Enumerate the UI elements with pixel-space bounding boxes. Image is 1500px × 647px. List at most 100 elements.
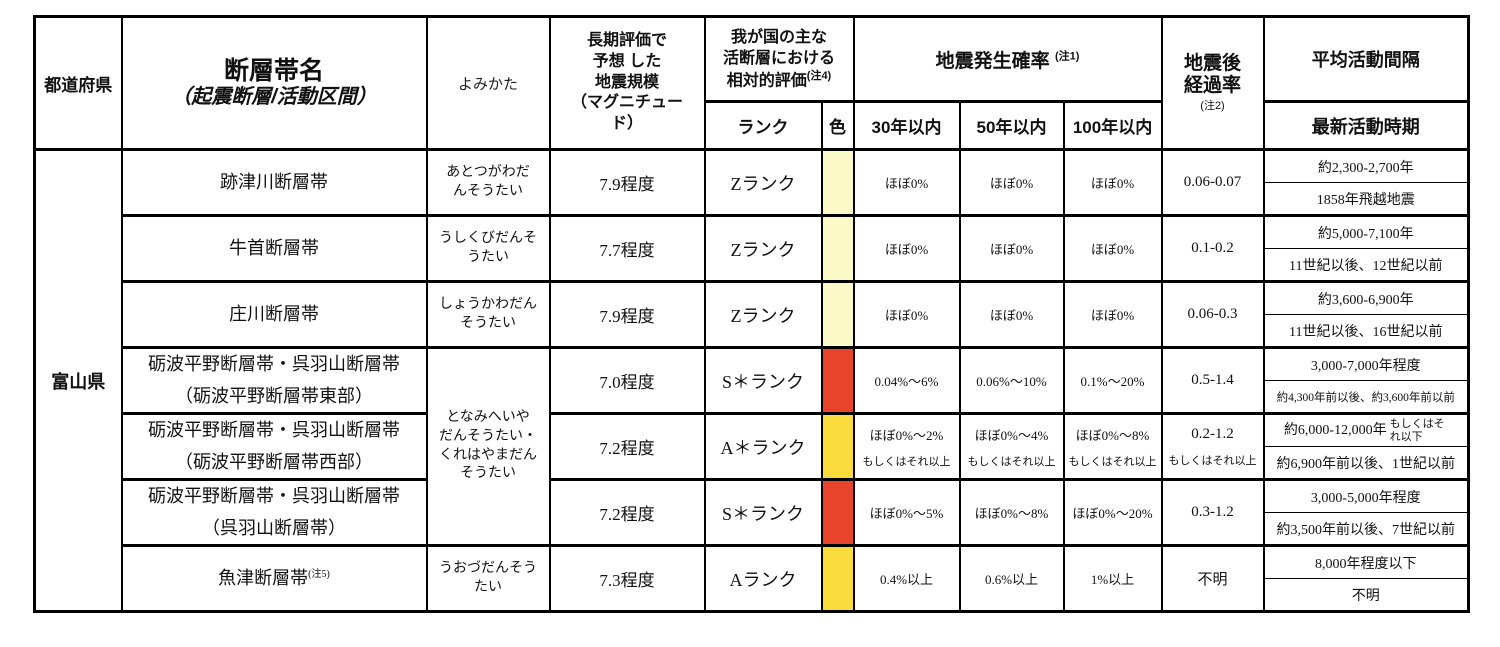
rank-cell: Zランク [703,214,823,283]
prob-100y-cell: ほぼ0% [1062,280,1163,349]
magnitude-cell: 7.0程度 [548,346,706,415]
prob-30y-cell: ほぼ0% [852,148,961,217]
rank-cell: A＊ランク [703,412,823,481]
latest-cell: 11世紀以後、16世紀以前 [1262,314,1470,349]
elapsed-cell: 不明 [1160,544,1265,613]
rank-cell: S＊ランク [703,346,823,415]
color-swatch-cell [820,280,855,349]
latest-cell: 約6,900年前以後、1世紀以前 [1262,446,1470,481]
prob-50y-cell: ほぼ0%～8% [958,478,1065,547]
header-relative-eval-text: 我が国の主な 活断層における 相対的評価 [723,28,836,90]
latest-cell: 不明 [1262,578,1470,613]
header-magnitude: 長期評価で 予想 した 地震規模 （マグニチュー ド） [548,15,706,151]
prob-100y-cell: 0.1%～20% [1062,346,1163,415]
color-swatch-cell [820,412,855,481]
header-yomikata: よみかた [425,15,551,151]
rank-cell: Zランク [703,280,823,349]
prob-50y-cell: ほぼ0% [958,280,1065,349]
header-probability-text: 地震発生確率 [935,50,1050,72]
color-swatch-cell [820,214,855,283]
yomikata-cell: うしくびだんそ うたい [425,214,551,283]
rank-cell: S＊ランク [703,478,823,547]
prob-30y-cell: ほぼ0%～2% もしくはそれ以上 [852,412,961,481]
interval-cell: 約6,000-12,000年 もしくはそれ以下 [1262,412,1470,447]
fault-name-note: (注5) [308,568,330,580]
prob-50y-cell: ほぼ0% [958,148,1065,217]
latest-cell: 約3,500年前以後、7世紀以前 [1262,512,1470,547]
header-color: 色 [820,100,855,151]
rank-cell: Zランク [703,148,823,217]
prob-100y-cell: ほぼ0%～20% [1062,478,1163,547]
fault-name-cell: 砺波平野断層帯・呉羽山断層帯 （砺波平野断層帯西部） [120,412,428,481]
interval-cell: 3,000-5,000年程度 [1262,478,1470,513]
prob-100y-cell: ほぼ0%～8% もしくはそれ以上 [1062,412,1163,481]
interval-cell: 約5,000-7,100年 [1262,214,1470,249]
interval-cell: 約2,300-2,700年 [1262,148,1470,183]
header-elapsed-note: (注2) [1200,100,1225,113]
fault-name-cell: 砺波平野断層帯・呉羽山断層帯 （砺波平野断層帯東部） [120,346,428,415]
prob-30y-cell: ほぼ0% [852,280,961,349]
header-elapsed-text: 地震後 経過率 [1184,52,1242,97]
header-50y: 50年以内 [958,100,1065,151]
color-swatch-cell [820,346,855,415]
header-relative-eval: 我が国の主な 活断層における 相対的評価(注4) [703,15,855,103]
fault-name-cell: 魚津断層帯(注5) [120,544,428,613]
color-swatch-cell [820,544,855,613]
prob-30y-cell: 0.4%以上 [852,544,961,613]
magnitude-cell: 7.2程度 [548,478,706,547]
fault-table: 都道府県 断層帯名 （起震断層/活動区間） よみかた 長期評価で 予想 した 地… [33,15,1471,613]
prob-100y-cell: ほぼ0% [1062,214,1163,283]
magnitude-cell: 7.3程度 [548,544,706,613]
header-probability: 地震発生確率 (注1) [852,15,1163,103]
fault-name-cell: 牛首断層帯 [120,214,428,283]
prob-50y-cell: 0.06%～10% [958,346,1065,415]
yomikata-cell: しょうかわだん そうたい [425,280,551,349]
fault-name-cell: 跡津川断層帯 [120,148,428,217]
header-relative-eval-note: (注4) [806,69,832,82]
interval-cell: 約3,600-6,900年 [1262,280,1470,315]
interval-cell: 3,000-7,000年程度 [1262,346,1470,381]
fault-name-cell: 庄川断層帯 [120,280,428,349]
prob-100y-cell: ほぼ0% [1062,148,1163,217]
header-prefecture: 都道府県 [33,15,123,151]
prob-50y-cell: 0.6%以上 [958,544,1065,613]
header-probability-note: (注1) [1054,50,1080,63]
prob-50y-cell: ほぼ0%～4% もしくはそれ以上 [958,412,1065,481]
interval-cell: 8,000年程度以下 [1262,544,1470,579]
elapsed-cell: 0.5-1.4 [1160,346,1265,415]
magnitude-cell: 7.7程度 [548,214,706,283]
header-latest: 最新活動時期 [1262,100,1470,151]
yomikata-cell: となみへいや だんそうたい・ くれはやまだん そうたい [425,346,551,547]
prob-50y-cell: ほぼ0% [958,214,1065,283]
rank-cell: Aランク [703,544,823,613]
header-elapsed: 地震後 経過率 (注2) [1160,15,1265,151]
header-interval: 平均活動間隔 [1262,15,1470,103]
header-fault-name: 断層帯名 （起震断層/活動区間） [120,15,428,151]
elapsed-cell: 0.06-0.3 [1160,280,1265,349]
prob-30y-cell: 0.04%～6% [852,346,961,415]
elapsed-cell: 0.3-1.2 [1160,478,1265,547]
latest-cell: 11世紀以後、12世紀以前 [1262,248,1470,283]
magnitude-cell: 7.9程度 [548,280,706,349]
header-30y: 30年以内 [852,100,961,151]
prob-30y-cell: ほぼ0% [852,214,961,283]
latest-cell: 1858年飛越地震 [1262,182,1470,217]
prob-30y-cell: ほぼ0%～5% [852,478,961,547]
magnitude-cell: 7.9程度 [548,148,706,217]
latest-cell: 約4,300年前以後、約3,600年前以前 [1262,380,1470,415]
header-100y: 100年以内 [1062,100,1163,151]
color-swatch-cell [820,148,855,217]
yomikata-cell: うおづだんそう たい [425,544,551,613]
header-fault-name-sub: （起震断層/活動区間） [171,86,377,109]
header-fault-name-main: 断層帯名 [223,56,324,85]
fault-name-cell: 砺波平野断層帯・呉羽山断層帯 （呉羽山断層帯） [120,478,428,547]
elapsed-cell: 0.1-0.2 [1160,214,1265,283]
prob-100y-cell: 1%以上 [1062,544,1163,613]
elapsed-cell: 0.06-0.07 [1160,148,1265,217]
magnitude-cell: 7.2程度 [548,412,706,481]
header-rank: ランク [703,100,823,151]
elapsed-cell: 0.2-1.2 もしくはそれ以上 [1160,412,1265,481]
color-swatch-cell [820,478,855,547]
prefecture-cell: 富山県 [33,148,123,613]
